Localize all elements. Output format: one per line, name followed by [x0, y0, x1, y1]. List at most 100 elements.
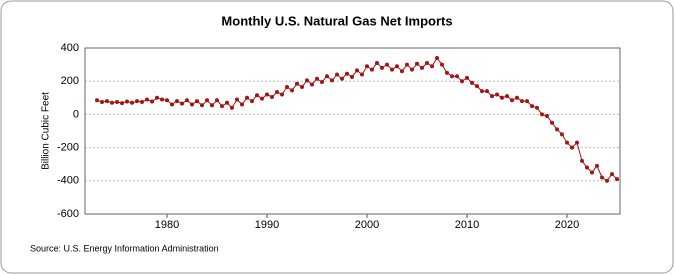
data-point — [565, 140, 569, 145]
data-point — [315, 76, 319, 81]
data-point — [515, 95, 519, 100]
data-point — [430, 64, 434, 69]
data-point — [290, 88, 294, 93]
y-tick-label: -400 — [57, 175, 79, 187]
data-point — [615, 177, 619, 182]
data-point — [555, 127, 559, 132]
data-point — [605, 178, 609, 183]
data-point — [200, 103, 204, 108]
data-point — [245, 95, 249, 100]
data-point — [150, 99, 154, 104]
data-point — [425, 60, 429, 65]
data-point — [390, 67, 394, 72]
data-point — [490, 94, 494, 99]
data-point — [260, 96, 264, 101]
data-point — [360, 72, 364, 77]
chart-title: Monthly U.S. Natural Gas Net Imports — [221, 13, 452, 28]
data-point — [540, 112, 544, 117]
data-point — [440, 62, 444, 67]
data-point — [230, 105, 234, 110]
data-point — [325, 74, 329, 79]
data-point — [340, 76, 344, 81]
data-point — [395, 64, 399, 69]
data-point — [460, 79, 464, 84]
x-tick-label: 2010 — [455, 219, 479, 231]
data-point — [550, 120, 554, 125]
data-point — [220, 104, 224, 109]
data-point — [95, 98, 99, 103]
data-point — [195, 99, 199, 104]
x-tick-label: 1990 — [255, 219, 279, 231]
data-point — [355, 68, 359, 73]
x-tick-label: 2000 — [355, 219, 379, 231]
data-point — [345, 71, 349, 76]
data-point — [105, 99, 109, 104]
data-point — [145, 97, 149, 102]
data-point — [400, 69, 404, 74]
data-point — [135, 99, 139, 104]
data-point — [210, 103, 214, 108]
data-point — [405, 62, 409, 67]
data-point — [320, 80, 324, 85]
data-point — [525, 99, 529, 104]
y-tick-label: 200 — [61, 75, 79, 87]
plot-area — [84, 47, 621, 215]
data-point — [155, 95, 159, 100]
y-tick-label: 0 — [73, 108, 79, 120]
data-point — [475, 84, 479, 89]
data-point — [595, 163, 599, 168]
data-point — [140, 99, 144, 104]
data-point — [380, 65, 384, 70]
data-point — [250, 99, 254, 104]
data-point — [585, 165, 589, 170]
data-point — [285, 85, 289, 90]
data-point — [275, 89, 279, 94]
y-axis-label: Billion Cubic Feet — [41, 92, 52, 170]
y-tick-label: -200 — [57, 142, 79, 154]
data-point — [305, 78, 309, 83]
data-point — [590, 170, 594, 175]
data-point — [205, 98, 209, 103]
data-point — [130, 100, 134, 105]
data-point — [455, 74, 459, 79]
data-point — [485, 89, 489, 94]
x-tick-label: 2020 — [555, 219, 579, 231]
data-point — [240, 102, 244, 107]
data-point — [600, 175, 604, 180]
data-point — [180, 101, 184, 106]
data-point — [170, 102, 174, 107]
data-point — [120, 101, 124, 106]
data-point — [495, 92, 499, 97]
data-point — [570, 145, 574, 150]
data-point — [465, 75, 469, 80]
data-point — [385, 62, 389, 67]
data-point — [330, 78, 334, 83]
data-point — [580, 158, 584, 163]
data-point — [190, 102, 194, 107]
data-point — [560, 132, 564, 137]
data-point — [235, 97, 239, 102]
data-point — [350, 75, 354, 80]
data-point — [125, 99, 129, 104]
data-point — [265, 92, 269, 97]
data-point — [215, 98, 219, 103]
data-point — [375, 60, 379, 65]
source: Source: U.S. Energy Information Administ… — [30, 243, 219, 253]
y-tick-label: -600 — [57, 208, 79, 220]
data-point — [160, 97, 164, 102]
data-point — [175, 99, 179, 104]
data-point — [185, 98, 189, 103]
data-point — [370, 67, 374, 72]
data-point — [310, 82, 314, 87]
data-point — [530, 104, 534, 109]
data-point — [115, 99, 119, 104]
data-point — [510, 98, 514, 103]
data-point — [165, 98, 169, 103]
data-point — [410, 67, 414, 72]
data-point — [445, 70, 449, 75]
data-point — [295, 81, 299, 86]
data-point — [535, 105, 539, 110]
data-point — [420, 65, 424, 70]
